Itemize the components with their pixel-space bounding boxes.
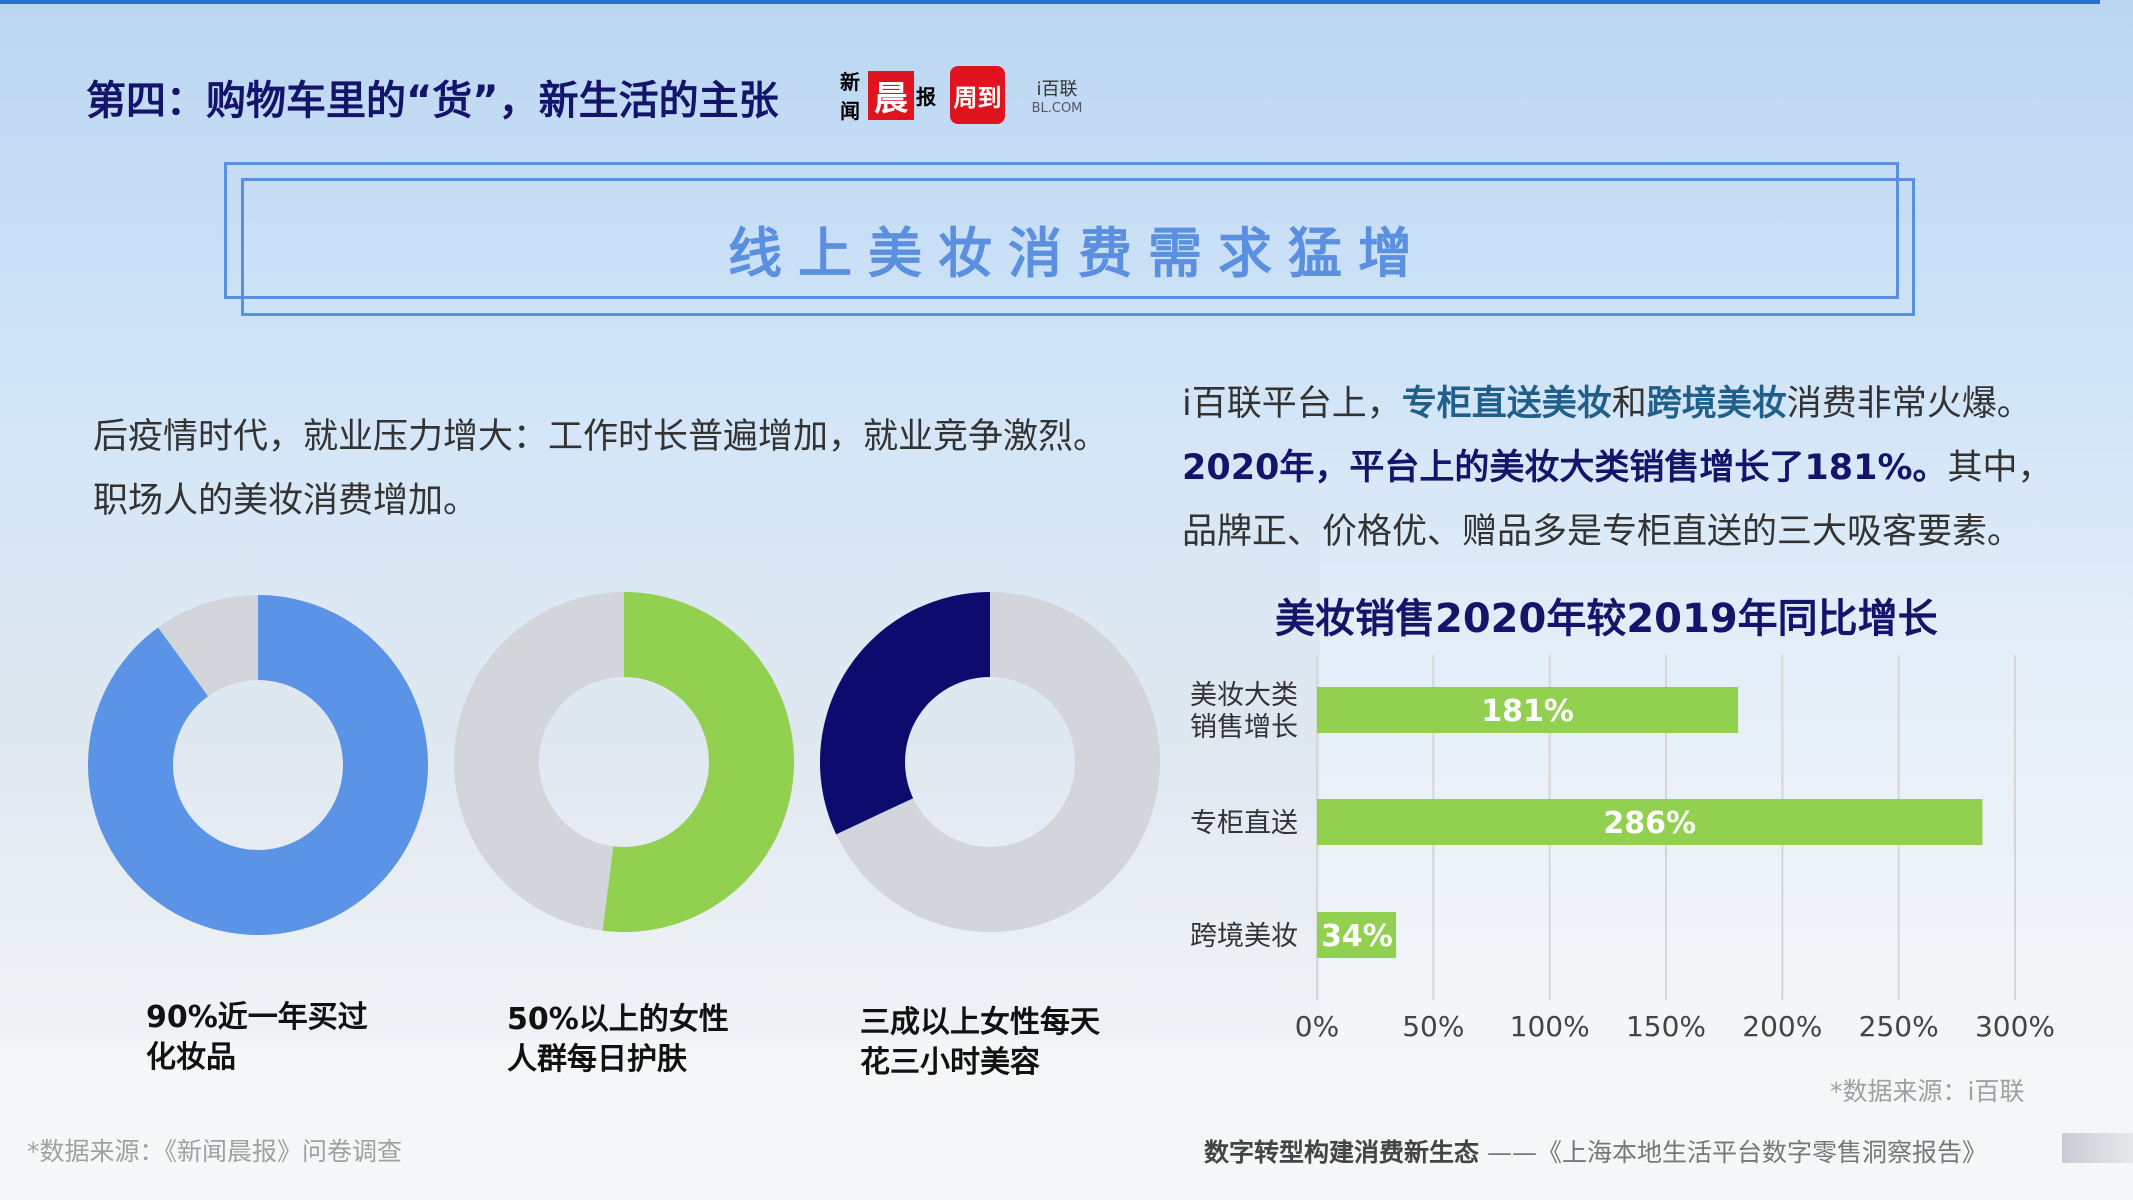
text: 品牌正、价格优、赠品多是专柜直送的三大吸客要素。 [1182, 512, 2023, 552]
text: 和 [1611, 384, 1647, 424]
donut-segment-3 [819, 592, 990, 835]
x-tick-label: 50% [1402, 1010, 1464, 1043]
x-tick-label: 150% [1626, 1010, 1706, 1043]
text: 其中， [1947, 448, 2053, 488]
bar-2 [1317, 799, 1983, 845]
category-label: 专柜直送 [1190, 808, 1298, 839]
text: 消费非常火爆。 [1786, 384, 2032, 424]
zhoudao-logo: 周到 [950, 66, 1005, 124]
donut-segment-2 [602, 592, 794, 932]
page-title: 第四：购物车里的“货”，新生活的主张 [86, 78, 779, 124]
footer-report-title: ——《上海本地生活平台数字零售洞察报告》 [1479, 1138, 1987, 1167]
headline: 线上美妆消费需求猛增 [728, 221, 1428, 285]
donut-label-1: 90%近一年买过 化妆品 [146, 1000, 368, 1075]
x-tick-label: 0% [1295, 1010, 1339, 1043]
right-source-note: *数据来源：i百联 [1830, 1077, 2025, 1106]
donut-label-2: 50%以上的女性 人群每日护肤 [507, 1002, 729, 1077]
data-label: 181% [1481, 694, 1574, 729]
x-tick-label: 300% [1975, 1010, 2055, 1043]
right-paragraph: i百联平台上，专柜直送美妆和跨境美妆消费非常火爆。 2020年，平台上的美妆大类… [1182, 372, 2053, 564]
headline-frame-outer [224, 162, 1899, 299]
footer: 数字转型构建消费新生态 ——《上海本地生活平台数字零售洞察报告》 [1204, 1133, 1987, 1169]
left-paragraph-line1: 后疫情时代，就业压力增大：工作时长普遍增加，就业竞争激烈。 [93, 417, 1109, 457]
top-accent-line [0, 0, 2100, 4]
xinwen-chenbao-logo: 新闻晨报 [840, 70, 936, 123]
x-tick-label: 100% [1510, 1010, 1590, 1043]
highlight-cross-border: 跨境美妆 [1646, 384, 1787, 424]
left-source-note: *数据来源：《新闻晨报》问卷调查 [27, 1137, 403, 1166]
data-label: 286% [1603, 806, 1696, 841]
category-label: 美妆大类 [1190, 680, 1298, 711]
donut-segment-1 [88, 595, 429, 935]
category-label: 销售增长 [1190, 712, 1298, 743]
headline-frame-inner [241, 178, 1915, 316]
left-paragraph: 后疫情时代，就业压力增大：工作时长普遍增加，就业竞争激烈。 职场人的美妆消费增加… [93, 405, 1108, 533]
data-label: 34% [1321, 919, 1393, 954]
page-corner-block [2062, 1133, 2133, 1163]
left-paragraph-line2: 职场人的美妆消费增加。 [93, 481, 479, 521]
donut-label-3: 三成以上女性每天 花三小时美容 [860, 1005, 1100, 1080]
footer-main: 数字转型构建消费新生态 [1204, 1138, 1480, 1167]
highlight-counter-delivery: 专柜直送美妆 [1401, 384, 1612, 424]
bar-1 [1317, 687, 1739, 733]
ibailian-logo: i百联 BL.COM [1031, 78, 1083, 116]
bar-3 [1317, 912, 1397, 958]
x-tick-label: 200% [1742, 1010, 1822, 1043]
highlight-growth: 2020年，平台上的美妆大类销售增长了181%。 [1182, 448, 1948, 488]
x-tick-label: 250% [1859, 1010, 1939, 1043]
text: i百联平台上， [1182, 384, 1402, 424]
category-label: 跨境美妆 [1190, 921, 1298, 952]
chart-title: 美妆销售2020年较2019年同比增长 [1275, 596, 1938, 642]
